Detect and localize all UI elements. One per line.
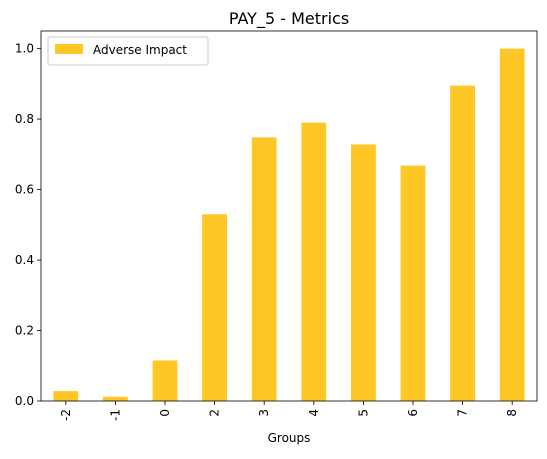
chart-title: PAY_5 - Metrics	[229, 9, 349, 29]
legend-box	[47, 36, 209, 66]
x-axis-label: Groups	[268, 431, 311, 445]
y-axis: 0.0 0.2 0.4 0.6 0.8 1.0	[15, 42, 41, 408]
x-tick-label: 6	[406, 409, 420, 417]
x-tick-label: 2	[208, 409, 222, 417]
x-tick-label: -2	[59, 409, 73, 421]
bar-7	[450, 85, 475, 402]
y-tick-label: 0.8	[15, 112, 34, 126]
x-tick-label: -1	[108, 409, 122, 421]
y-tick-label: 0.4	[15, 253, 34, 267]
x-tick-label: 5	[356, 409, 370, 417]
bar-2	[202, 214, 227, 401]
bar--2	[53, 391, 79, 401]
x-tick-label: 8	[505, 409, 519, 417]
bar-5	[351, 144, 376, 401]
legend: Adverse Impact	[47, 36, 209, 66]
legend-swatch	[55, 44, 83, 54]
x-tick-label: 4	[307, 409, 321, 417]
x-axis: -2 -1 0 2 3 4 5 6 7 8	[59, 401, 519, 421]
bar-3	[251, 137, 277, 402]
plot-frame	[40, 30, 538, 402]
x-tick-label: 7	[456, 409, 470, 417]
bar-6	[400, 165, 426, 401]
bar-4	[301, 122, 327, 402]
y-tick-label: 1.0	[15, 42, 34, 56]
bar-8	[499, 48, 525, 402]
y-tick-label: 0.6	[15, 183, 34, 197]
bar--1	[103, 396, 128, 401]
legend-label: Adverse Impact	[93, 43, 187, 57]
x-tick-label: 0	[158, 409, 172, 417]
bars-group	[53, 48, 525, 402]
x-tick-label: 3	[257, 409, 271, 417]
y-tick-label: 0.0	[15, 394, 34, 408]
y-tick-label: 0.2	[15, 324, 34, 338]
bar-0	[152, 360, 178, 401]
